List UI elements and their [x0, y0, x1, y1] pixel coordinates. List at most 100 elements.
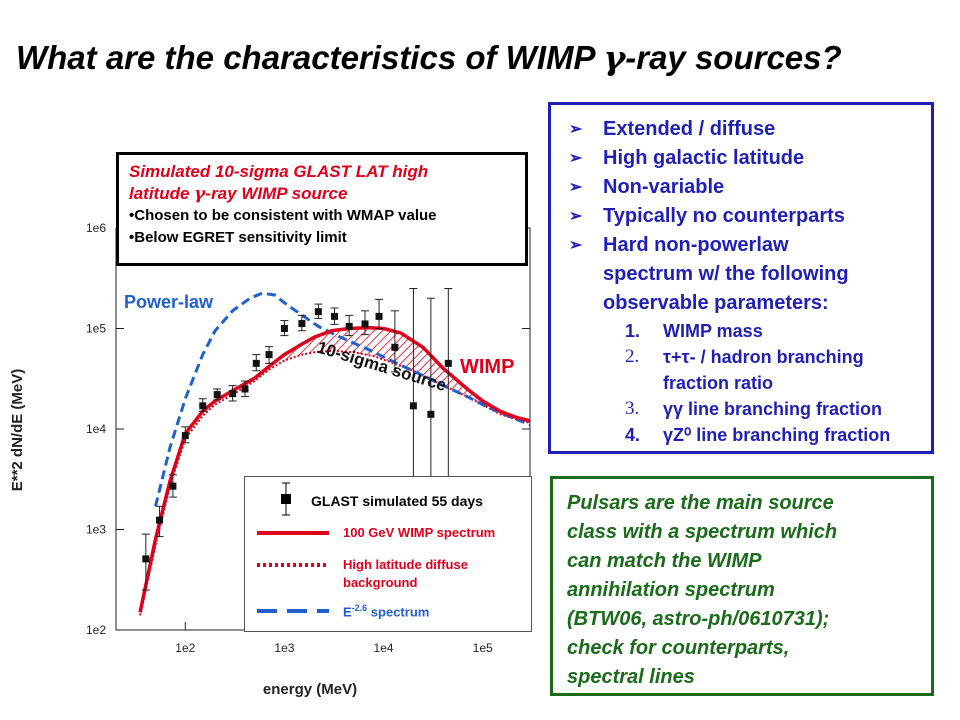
char-bullet-3: ➢ Non-variable — [563, 173, 919, 202]
data-point — [444, 359, 452, 367]
param-text-2b: fraction ratio — [663, 373, 774, 393]
sim-heading-1: Simulated 10-sigma GLAST LAT high — [129, 162, 429, 181]
x-tick-label: 1e5 — [473, 641, 493, 655]
data-point — [375, 312, 383, 320]
param-text-1: WIMP mass — [663, 321, 763, 341]
x-tick-label: 1e2 — [175, 641, 195, 655]
pulsar-line-2: class with a spectrum which — [567, 521, 838, 543]
legend-diffuse-label-1: High latitude diffuse — [343, 557, 468, 572]
legend-glast-label: GLAST simulated 55 days — [311, 493, 483, 509]
sim-bullet-1: •Chosen to be consistent with WMAP value — [129, 207, 437, 224]
wimp-annotation: WIMP — [460, 356, 514, 378]
y-tick-label: 1e4 — [86, 422, 106, 436]
char-bullet-4-text: Typically no counterparts — [603, 205, 845, 227]
x-tick-label: 1e4 — [374, 641, 394, 655]
wimp-spectrum-line — [138, 325, 531, 613]
data-point — [314, 308, 322, 316]
char-bullet-5: ➢ Hard non-powerlaw — [563, 231, 919, 260]
y-tick-label: 1e2 — [86, 623, 106, 637]
data-point — [280, 325, 288, 332]
legend-glast-marker — [281, 494, 291, 504]
legend-e-base: E — [343, 604, 352, 620]
sim-heading-gamma: γ — [194, 184, 206, 204]
arrow-icon: ➢ — [569, 150, 583, 167]
y-tick-label: 1e5 — [86, 322, 106, 336]
data-point — [252, 359, 260, 367]
data-point — [229, 390, 237, 398]
power-law-annotation: Power-law — [124, 292, 214, 312]
char-bullet-5-line-3: observable parameters: — [603, 292, 829, 314]
char-bullet-4: ➢ Typically no counterparts — [563, 202, 919, 231]
pulsar-line-7: spectral lines — [567, 666, 695, 688]
param-item-2: 2. τ+τ- / hadron branching — [563, 344, 919, 370]
legend-swatches — [257, 482, 329, 613]
power-law-line — [154, 291, 531, 507]
chart-legend: GLAST simulated 55 days 100 GeV WIMP spe… — [244, 476, 532, 632]
legend-wimp-label: 100 GeV WIMP spectrum — [343, 525, 496, 540]
char-bullet-5-line-2: spectrum w/ the following — [603, 263, 849, 285]
data-point — [199, 402, 207, 410]
char-bullet-5-cont-1: spectrum w/ the following — [563, 260, 919, 289]
data-point — [142, 555, 150, 563]
param-text-4: γZ⁰ line branching fraction — [663, 425, 891, 445]
title-text-2: -ray sources? — [625, 39, 842, 76]
param-item-2-cont: fraction ratio — [563, 370, 919, 396]
char-bullet-1-text: Extended / diffuse — [603, 118, 776, 140]
simulation-info-box: Simulated 10-sigma GLAST LAT high latitu… — [116, 152, 528, 266]
param-item-4: 4. γZ⁰ line branching fraction — [563, 422, 919, 448]
char-bullet-1: ➢ Extended / diffuse — [563, 115, 919, 144]
data-point — [298, 320, 306, 328]
char-bullet-3-text: Non-variable — [603, 176, 725, 198]
legend-diffuse-label-2: background — [343, 575, 418, 590]
arrow-icon: ➢ — [569, 237, 583, 254]
param-item-3: 3. γγ line branching fraction — [563, 396, 919, 422]
sim-heading-2: latitude γ-ray WIMP source — [129, 183, 515, 205]
pulsar-line-6: check for counterparts, — [567, 637, 790, 659]
data-point — [241, 385, 249, 393]
pulsar-line-3: can match the WIMP — [567, 550, 762, 572]
page-title: What are the characteristics of WIMP γ-r… — [16, 38, 956, 77]
legend-e-exp: -2.6 — [351, 603, 368, 613]
arrow-icon: ➢ — [569, 121, 583, 138]
data-point — [265, 351, 273, 359]
sim-heading-2b: -ray WIMP source — [205, 184, 348, 203]
pulsar-line-5: (BTW06, astro-ph/0610731); — [567, 608, 830, 630]
pulsar-note-box: Pulsars are the main source class with a… — [550, 476, 934, 696]
x-axis-label: energy (MeV) — [263, 681, 357, 698]
data-point — [156, 516, 164, 524]
series-lines — [138, 291, 531, 616]
data-point — [391, 343, 399, 351]
char-bullet-5-line-1: Hard non-powerlaw — [603, 234, 789, 256]
param-item-1: 1. WIMP mass — [563, 318, 919, 344]
pulsar-line-1: Pulsars are the main source — [567, 492, 834, 514]
pulsar-line-4: annihilation spectrum — [567, 579, 775, 601]
legend-e26-label: E-2.6 spectrum — [343, 603, 429, 619]
title-text-1: What are the characteristics of WIMP — [16, 39, 604, 76]
param-text-2: τ+τ- / hadron branching — [663, 347, 864, 367]
data-point — [213, 391, 221, 399]
data-point — [331, 312, 339, 320]
data-point — [409, 402, 417, 410]
legend-e-rest: spectrum — [367, 604, 430, 620]
sim-bullet-2: •Below EGRET sensitivity limit — [129, 229, 347, 246]
param-num-1: 1. — [625, 321, 641, 341]
y-tick-label: 1e3 — [86, 523, 106, 537]
data-point — [181, 432, 189, 440]
arrow-icon: ➢ — [569, 179, 583, 196]
characteristics-box: ➢ Extended / diffuse ➢ High galactic latit… — [548, 102, 934, 454]
arrow-icon: ➢ — [569, 208, 583, 225]
data-point — [361, 320, 369, 328]
sim-heading-2a: latitude — [129, 184, 195, 203]
y-tick-label: 1e6 — [86, 221, 106, 235]
char-bullet-2-text: High galactic latitude — [603, 147, 805, 169]
param-num-3: 3. — [625, 398, 640, 419]
x-tick-label: 1e3 — [274, 641, 294, 655]
data-point — [427, 410, 435, 418]
param-num-4: 4. — [625, 425, 641, 445]
param-num-2: 2. — [625, 346, 640, 367]
char-bullet-2: ➢ High galactic latitude — [563, 144, 919, 173]
y-axis-label: E**2 dN/dE (MeV) — [9, 369, 26, 492]
data-point — [345, 322, 353, 330]
data-point — [169, 482, 177, 490]
axis-ticks: 1e2 1e3 1e4 1e5 1e2 1e3 1e4 1e5 1e6 — [86, 221, 530, 655]
